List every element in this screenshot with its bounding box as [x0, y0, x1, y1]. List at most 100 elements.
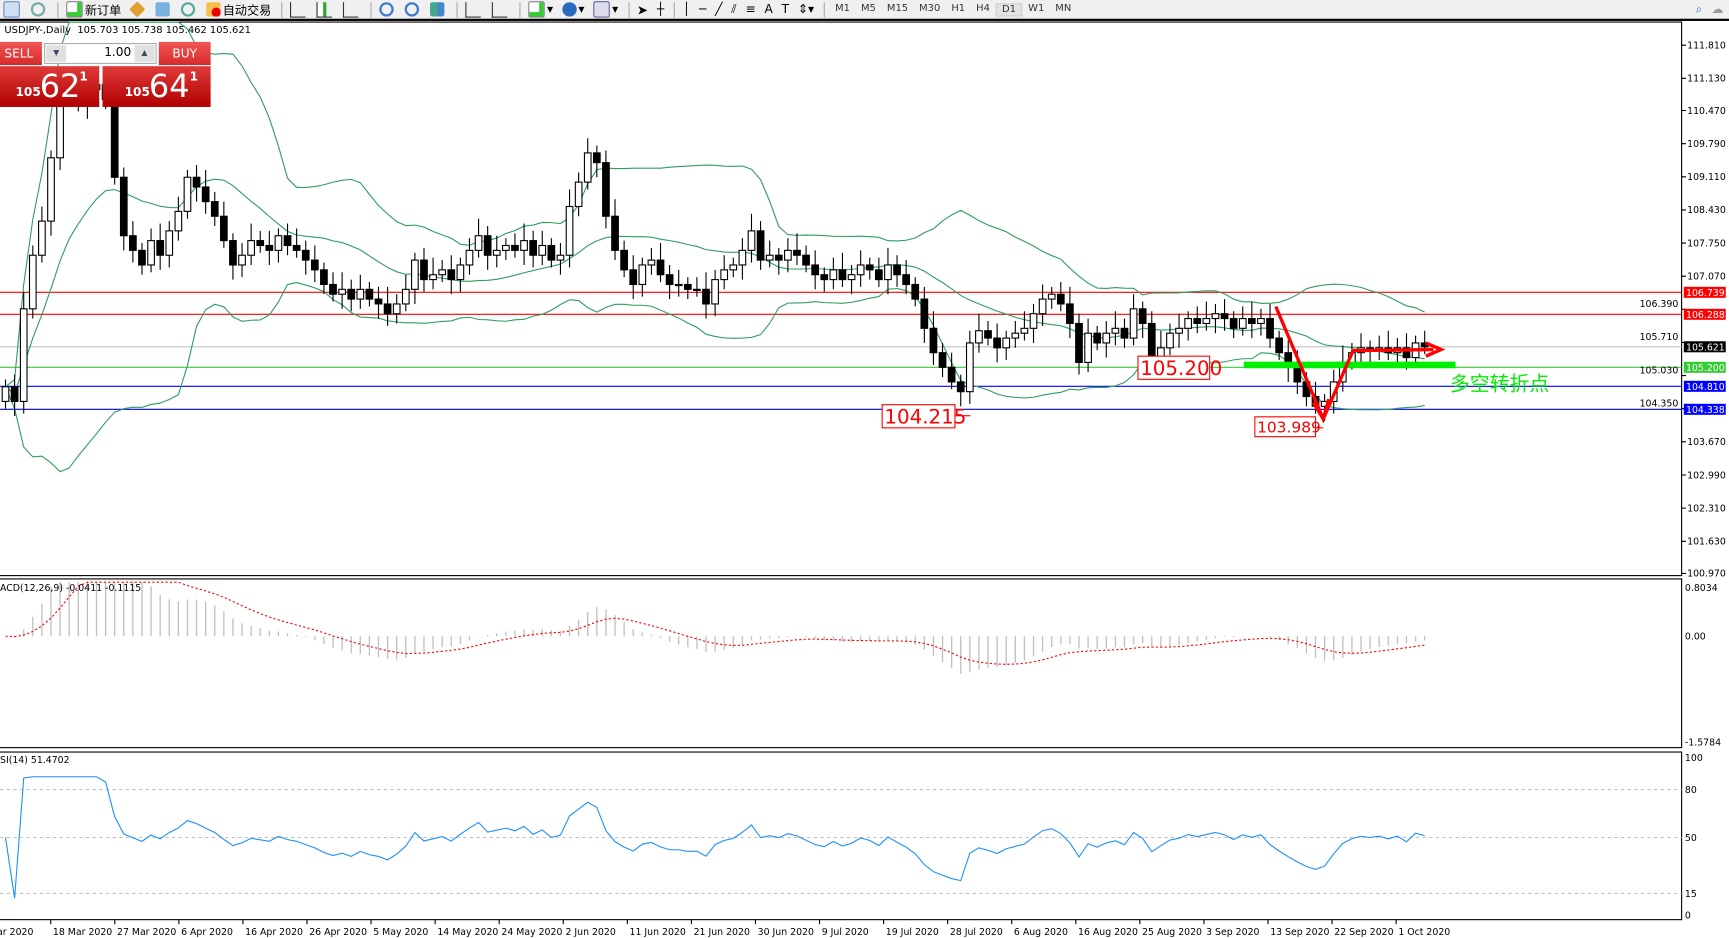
auto-scroll-button[interactable] [462, 1, 486, 18]
text-label-button[interactable]: T [781, 2, 790, 17]
candle [1238, 306, 1247, 336]
candle [929, 311, 938, 365]
candle [492, 235, 501, 268]
date-label: 5 May 2020 [373, 927, 428, 938]
candle-body [492, 249, 501, 256]
candle-body [429, 274, 437, 281]
lot-decrease-button[interactable]: ▼ [46, 45, 67, 62]
candle [38, 206, 46, 263]
bid-price-main: 62 [39, 67, 81, 105]
candle-body [565, 205, 574, 256]
channel-button[interactable]: ⫽ [731, 1, 737, 16]
templates-button[interactable]: ▾ [590, 1, 621, 18]
candle [1129, 294, 1138, 346]
candle-body [720, 269, 729, 281]
indicators-button[interactable]: ▾ [525, 1, 556, 18]
crosshair-button[interactable]: ┼ [656, 2, 665, 17]
search-icon[interactable]: ⌕ [1695, 1, 1703, 16]
timeframe-d1[interactable]: D1 [995, 2, 1023, 16]
candle-body [756, 230, 765, 261]
candle [1056, 282, 1065, 312]
line-chart-button[interactable] [340, 1, 364, 18]
new-order-button[interactable]: 新订单 [63, 1, 125, 18]
low-annotation: 103.989 [1257, 418, 1321, 436]
zoom-tool-button[interactable] [28, 1, 51, 18]
candle-body [301, 249, 310, 261]
buy-button[interactable]: BUY [158, 41, 211, 66]
candle-body [47, 157, 55, 222]
arrows-button[interactable]: ⇕▾ [797, 2, 815, 17]
candle [429, 257, 437, 290]
candle-body [647, 259, 656, 266]
price-tick-label: 107.070 [1687, 271, 1726, 282]
candle-body [347, 288, 356, 300]
candle-body [520, 240, 528, 251]
auto-trading-icon [206, 2, 221, 17]
candlestick-button[interactable] [313, 1, 337, 18]
bid-price-button[interactable]: 105 62 1 [0, 66, 100, 107]
candle [965, 330, 974, 404]
horizontal-line-button[interactable]: ─ [699, 2, 707, 17]
auto-trading-button[interactable]: 自动交易 [203, 1, 275, 18]
timeframe-m30[interactable]: M30 [919, 2, 941, 14]
candle-body [1093, 332, 1102, 344]
candle [456, 257, 465, 292]
candle-body [965, 342, 974, 393]
community-icon[interactable]: ☁ [1711, 2, 1724, 17]
trendline-button[interactable]: ╱ [715, 2, 723, 17]
timeframe-m15[interactable]: M15 [886, 2, 909, 14]
vertical-line-button[interactable]: │ [682, 2, 691, 17]
tile-windows-button[interactable] [427, 1, 450, 18]
date-label: 6 Apr 2020 [181, 927, 233, 938]
candle-body [1020, 327, 1029, 334]
timeframe-m1[interactable]: M1 [835, 2, 850, 14]
cursor-button[interactable]: ➤ [636, 1, 649, 18]
candle [329, 272, 337, 302]
candle [411, 252, 419, 304]
chart-shift-button[interactable] [488, 1, 512, 18]
signals-button[interactable] [178, 1, 201, 18]
candle-body [365, 288, 374, 300]
candle-body [665, 274, 674, 286]
signal-icon [180, 2, 196, 17]
price-tick-label: 109.110 [1687, 172, 1726, 183]
price-tick-label: 111.810 [1687, 41, 1726, 52]
timeframe-h1[interactable]: H1 [951, 2, 966, 14]
candle-body [1293, 366, 1302, 383]
candle [274, 228, 283, 263]
rsi-tick-label: 50 [1685, 833, 1697, 844]
lot-increase-button[interactable]: ▲ [134, 45, 155, 62]
candle-body [1, 386, 10, 402]
candle [947, 352, 956, 390]
candle [320, 262, 328, 295]
lot-size-input[interactable]: ▼ 1.00 ▲ [44, 43, 157, 64]
ask-price-button[interactable]: 105 64 1 [102, 66, 211, 107]
candle [47, 150, 55, 236]
navigator-button[interactable] [152, 1, 175, 18]
candle [920, 286, 929, 343]
candle-body [1066, 303, 1074, 325]
bar-chart-button[interactable] [287, 1, 311, 18]
candle [465, 238, 474, 275]
fibonacci-button[interactable]: ≡ [745, 2, 756, 17]
periods-button[interactable]: ▾ [559, 1, 588, 18]
timeframe-mn[interactable]: MN [1055, 2, 1072, 14]
candle-body [147, 240, 155, 266]
date-label: 1 Oct 2020 [1398, 927, 1450, 938]
candle-body [1266, 318, 1274, 339]
timeframe-w1[interactable]: W1 [1028, 2, 1045, 14]
price-tick-label: 105.030 [1640, 365, 1679, 376]
candle-body [993, 337, 1001, 349]
chart-shift-icon [491, 1, 508, 18]
zoom-in-button[interactable] [376, 1, 399, 18]
zoom-out-button[interactable] [401, 1, 424, 18]
candle [647, 247, 656, 275]
candle-body [392, 303, 401, 315]
sell-button[interactable]: SELL [0, 41, 42, 66]
new-chart-button[interactable] [0, 1, 25, 18]
rsi-tick-label: 80 [1685, 785, 1697, 796]
timeframe-m5[interactable]: M5 [860, 2, 876, 14]
text-button[interactable]: A [764, 2, 773, 17]
timeframe-h4[interactable]: H4 [976, 2, 990, 14]
